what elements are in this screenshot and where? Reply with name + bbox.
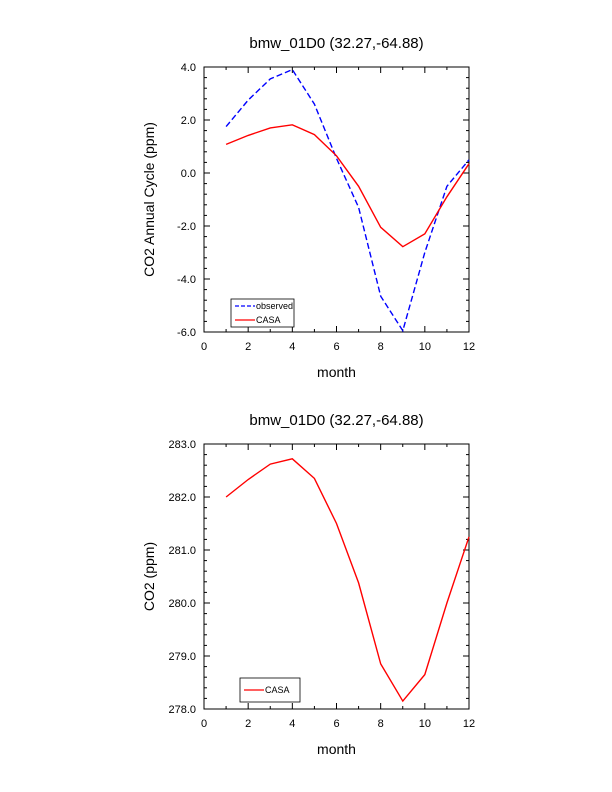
x-tick-label: 8 [378,341,384,353]
y-axis-label: CO2 Annual Cycle (ppm) [141,122,157,277]
series-line-observed [225,68,470,333]
x-tick-label: 4 [289,341,295,353]
legend-label: CASA [256,315,281,325]
x-tick-label: 2 [245,718,251,730]
y-tick-label: 4.0 [181,62,196,74]
series-line-casa [225,458,470,703]
y-tick-label: 283.0 [168,439,196,451]
chart-title: bmw_01D0 (32.27,-64.88) [249,412,423,429]
x-tick-label: 0 [201,718,207,730]
legend: CASA [239,677,301,703]
legend-label: CASA [265,685,290,695]
x-axis-label: month [317,364,356,380]
plot-frame [203,66,470,333]
y-tick-label: -4.0 [177,274,196,286]
legend: observed CASA [230,298,295,328]
y-axis-label: CO2 (ppm) [141,542,157,611]
x-tick-label: 2 [245,341,251,353]
y-tick-label: -2.0 [177,221,196,233]
x-tick-label: 10 [419,341,431,353]
y-tick-label: 0.0 [181,168,196,180]
y-tick-label: 2.0 [181,115,196,127]
series-line-casa [225,124,470,248]
chart-2: bmw_01D0 (32.27,-64.88) 0 2 4 6 8 10 12 278.0 279… [141,412,475,757]
x-tick-label: 0 [201,341,207,353]
chart-title: bmw_01D0 (32.27,-64.88) [249,35,423,52]
y-tick-label: 282.0 [168,492,196,504]
y-tick-label: 278.0 [168,704,196,716]
y-tick-label: 281.0 [168,545,196,557]
x-axis-label: month [317,741,356,757]
x-tick-label: 6 [333,718,339,730]
x-tick-label: 4 [289,718,295,730]
x-tick-label: 12 [463,341,475,353]
x-tick-label: 12 [463,718,475,730]
x-tick-label: 8 [378,718,384,730]
x-tick-label: 10 [419,718,431,730]
x-tick-label: 6 [333,341,339,353]
y-tick-label: -6.0 [177,327,196,339]
legend-box [230,298,295,328]
chart-1: bmw_01D0 (32.27,-64.88) 0 2 4 6 8 10 12 -6.0 -4.0… [141,35,475,380]
y-tick-label: 279.0 [168,651,196,663]
legend-label: observed [256,301,293,311]
y-tick-label: 280.0 [168,598,196,610]
